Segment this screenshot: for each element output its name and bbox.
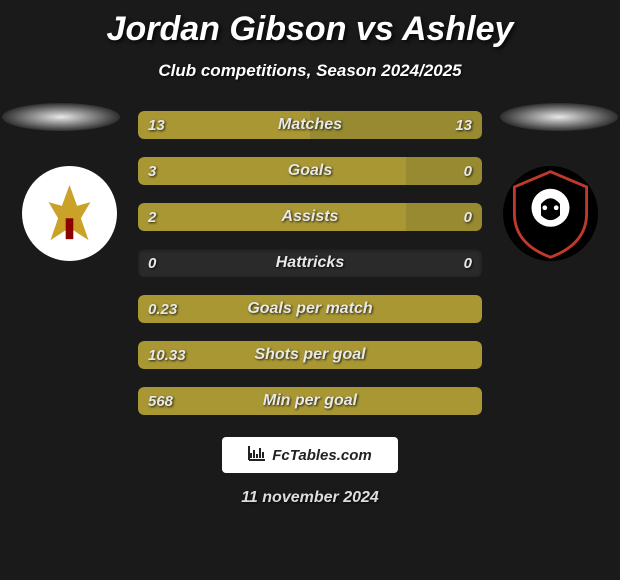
stat-row: 3Goals0 <box>138 157 482 185</box>
stat-row: 0Hattricks0 <box>138 249 482 277</box>
player1-name: Jordan Gibson <box>107 10 347 48</box>
stat-row: 13Matches13 <box>138 111 482 139</box>
stat-row: 0.23Goals per match <box>138 295 482 323</box>
team-badge-left <box>22 166 117 261</box>
spotlight-right <box>500 103 618 131</box>
stat-row: 568Min per goal <box>138 387 482 415</box>
chart-icon <box>248 445 266 465</box>
stat-value-right: 0 <box>464 209 472 226</box>
footer-date: 11 november 2024 <box>0 489 620 507</box>
subtitle: Club competitions, Season 2024/2025 <box>0 61 620 81</box>
stat-row: 2Assists0 <box>138 203 482 231</box>
stat-bars: 13Matches133Goals02Assists00Hattricks00.… <box>138 111 482 415</box>
stat-label: Min per goal <box>138 392 482 410</box>
stat-label: Matches <box>138 116 482 134</box>
stat-label: Goals per match <box>138 300 482 318</box>
spotlight-left <box>2 103 120 131</box>
badge-right-icon <box>503 166 598 261</box>
vs-text: vs <box>356 10 394 48</box>
stat-row: 10.33Shots per goal <box>138 341 482 369</box>
stat-label: Assists <box>138 208 482 226</box>
team-badge-right <box>503 166 598 261</box>
stat-label: Hattricks <box>138 254 482 272</box>
stat-value-right: 0 <box>464 163 472 180</box>
stat-value-right: 13 <box>455 117 472 134</box>
brand-text: FcTables.com <box>272 447 371 464</box>
stat-label: Shots per goal <box>138 346 482 364</box>
player2-name: Ashley <box>402 10 514 48</box>
content-area: 13Matches133Goals02Assists00Hattricks00.… <box>0 111 620 415</box>
comparison-title: Jordan Gibson vs Ashley <box>0 0 620 49</box>
stat-value-right: 0 <box>464 255 472 272</box>
footer-brand: FcTables.com <box>222 437 398 473</box>
stat-label: Goals <box>138 162 482 180</box>
badge-left-icon <box>22 166 117 261</box>
